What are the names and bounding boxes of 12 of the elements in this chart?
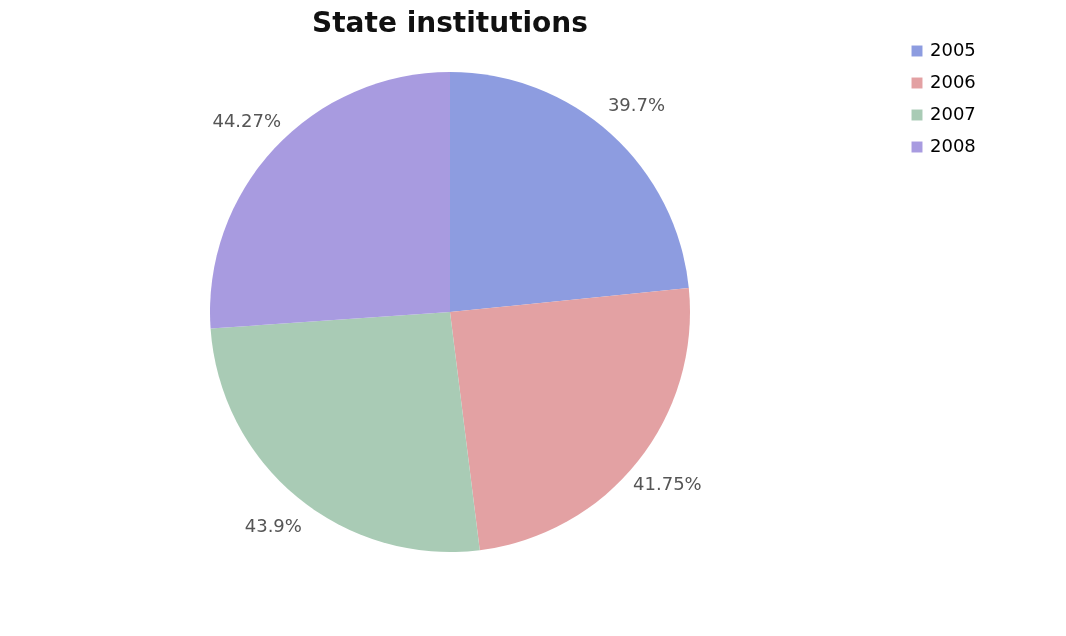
data-label: 44.27%	[212, 110, 282, 132]
chart-title: State institutions	[312, 6, 588, 39]
pie-slice	[450, 72, 689, 312]
data-label: 41.75%	[633, 473, 702, 495]
data-label: 39.7%	[607, 93, 666, 115]
pie-slice	[210, 72, 450, 329]
legend-label: 2008	[930, 135, 976, 156]
legend-label: 2007	[930, 103, 976, 124]
legend-label: 2005	[930, 39, 976, 60]
pie-slice	[210, 312, 480, 552]
legend-label: 2006	[930, 71, 976, 92]
data-label: 43.9%	[244, 514, 302, 536]
